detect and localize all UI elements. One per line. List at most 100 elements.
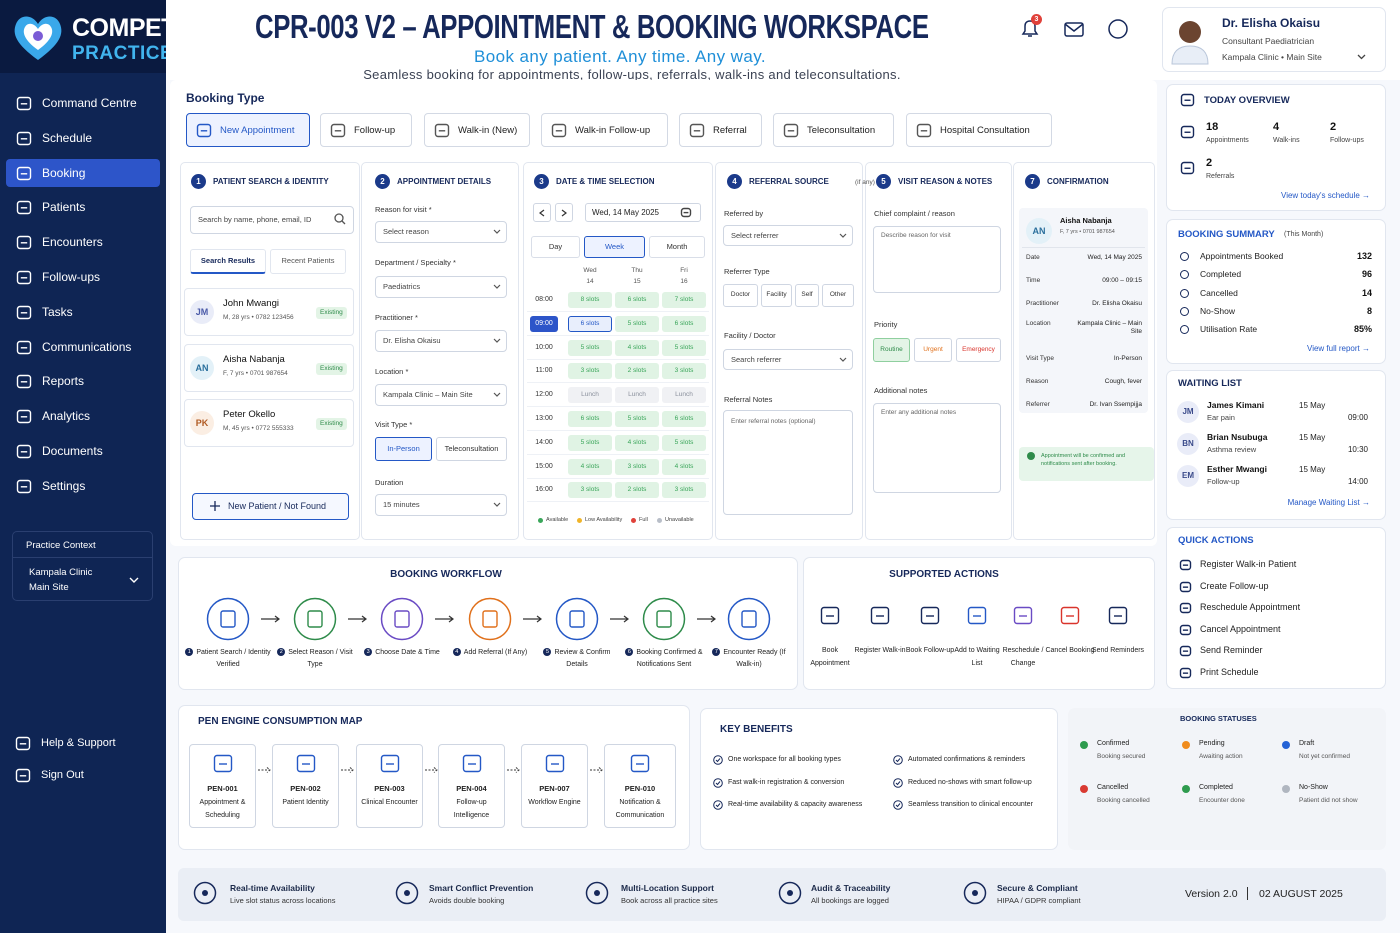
quick-action[interactable]: Print Schedule	[1200, 667, 1259, 677]
supported-action[interactable]: Register Walk-in	[854, 647, 906, 654]
slot[interactable]	[662, 315, 706, 332]
card-link[interactable]: View full report →	[1307, 344, 1370, 353]
quick-action[interactable]: Create Follow-up	[1200, 580, 1269, 591]
quick-action-icon	[1179, 667, 1192, 679]
sidebar-footer-link[interactable]: Help & Support	[41, 737, 116, 749]
slot[interactable]	[662, 458, 706, 475]
supported-action[interactable]: Reschedule / Change	[1002, 647, 1044, 667]
select-input[interactable]	[375, 221, 507, 243]
view-tab[interactable]	[531, 236, 580, 258]
booking-type-option[interactable]	[320, 113, 412, 147]
day-name: Thu	[631, 267, 643, 274]
nav-item[interactable]: Schedule	[42, 130, 93, 145]
slot[interactable]	[615, 292, 659, 308]
icon-part	[493, 284, 501, 289]
supported-action[interactable]: Send Reminders	[1091, 647, 1145, 654]
summary-label: Cancelled	[1200, 287, 1238, 298]
priority-option[interactable]	[956, 338, 1001, 362]
slot[interactable]	[615, 363, 659, 380]
priority-option[interactable]	[873, 338, 910, 362]
slot[interactable]	[615, 482, 659, 499]
quick-action[interactable]: Reschedule Appointment	[1200, 602, 1301, 613]
nav-item[interactable]: Tasks	[42, 304, 73, 319]
chevron	[839, 357, 847, 362]
view-tab[interactable]	[649, 236, 705, 258]
date-picker[interactable]	[585, 203, 701, 222]
textarea[interactable]	[873, 403, 1001, 493]
practice-clinic[interactable]: Kampala Clinic	[29, 567, 93, 578]
tab[interactable]	[270, 249, 346, 274]
tab[interactable]	[190, 249, 266, 274]
supported-action[interactable]: Add to Waiting List	[954, 647, 1000, 667]
visit-type-option[interactable]	[436, 437, 507, 461]
booking-type-option[interactable]	[773, 113, 894, 147]
referrer-type-option[interactable]	[761, 284, 792, 307]
slot[interactable]	[568, 458, 612, 475]
booking-type-label: Referral	[713, 125, 747, 136]
date-nav[interactable]	[555, 203, 573, 222]
slot[interactable]	[568, 339, 612, 356]
select-input[interactable]	[723, 225, 853, 246]
slot[interactable]	[615, 339, 659, 356]
nav-item[interactable]: Command Centre	[42, 96, 137, 110]
search-input[interactable]	[190, 206, 354, 234]
booking-type-option[interactable]	[679, 113, 762, 147]
sidebar-footer-link[interactable]: Sign Out	[41, 769, 84, 781]
slot[interactable]	[568, 411, 612, 427]
icon-part	[895, 803, 901, 808]
nav-item[interactable]: Reports	[42, 374, 85, 389]
slot[interactable]	[662, 339, 706, 356]
nav-item[interactable]: Patients	[42, 200, 86, 215]
nav-item[interactable]: Analytics	[42, 409, 91, 424]
card-link[interactable]: Manage Waiting List →	[1287, 498, 1370, 507]
booking-type-option[interactable]	[186, 113, 310, 147]
select-input[interactable]	[375, 330, 507, 352]
card-link[interactable]: View today's schedule →	[1281, 191, 1370, 200]
select-input[interactable]	[375, 384, 507, 406]
nav-item[interactable]: Documents	[42, 444, 103, 458]
slot[interactable]	[662, 482, 706, 499]
nav-item[interactable]: Settings	[42, 478, 86, 493]
supported-action[interactable]: Book Appointment	[810, 647, 850, 667]
referrer-type-option[interactable]	[795, 284, 819, 307]
nav-item[interactable]: Follow-ups	[42, 270, 101, 284]
search-input[interactable]	[723, 349, 853, 370]
referrer-type-option[interactable]	[723, 284, 758, 307]
notification-badge: 3	[1031, 14, 1042, 25]
slot[interactable]	[615, 458, 659, 475]
nav-item[interactable]: Booking	[42, 165, 86, 180]
slot[interactable]	[615, 411, 659, 427]
select-input[interactable]	[375, 276, 507, 298]
nav-item[interactable]: Encounters	[42, 235, 103, 250]
slot[interactable]	[568, 315, 612, 332]
referrer-type-label: Other	[829, 291, 847, 298]
booking-type-option[interactable]	[424, 113, 530, 147]
quick-action[interactable]: Register Walk-in Patient	[1200, 559, 1297, 569]
slot[interactable]	[662, 411, 706, 427]
date-nav[interactable]	[533, 203, 551, 222]
quick-action[interactable]: Cancel Appointment	[1200, 623, 1281, 634]
slot[interactable]	[615, 315, 659, 332]
workflow-step-label: Patient Search / Identity Verified	[196, 649, 271, 668]
select-input[interactable]	[375, 494, 507, 516]
supported-action[interactable]: Book Follow-up	[905, 647, 955, 654]
slot[interactable]	[568, 434, 612, 451]
nav-item[interactable]: Communications	[42, 339, 132, 354]
slot[interactable]	[662, 363, 706, 380]
booking-type-option[interactable]	[541, 113, 668, 147]
slot[interactable]	[568, 292, 612, 308]
visit-type-option[interactable]	[375, 437, 432, 461]
slot[interactable]	[662, 292, 706, 308]
textarea[interactable]	[723, 410, 853, 515]
quick-action[interactable]: Send Reminder	[1200, 645, 1263, 656]
slot[interactable]	[568, 363, 612, 380]
priority-option[interactable]	[914, 338, 952, 362]
supported-action[interactable]: Cancel Booking	[1045, 647, 1095, 654]
textarea[interactable]	[873, 226, 1001, 293]
slot[interactable]	[615, 434, 659, 451]
slot[interactable]	[662, 434, 706, 451]
view-tab[interactable]	[584, 236, 645, 258]
slot-label: 4 slots	[674, 462, 694, 470]
slot[interactable]	[568, 482, 612, 499]
referrer-type-option[interactable]	[822, 284, 854, 307]
